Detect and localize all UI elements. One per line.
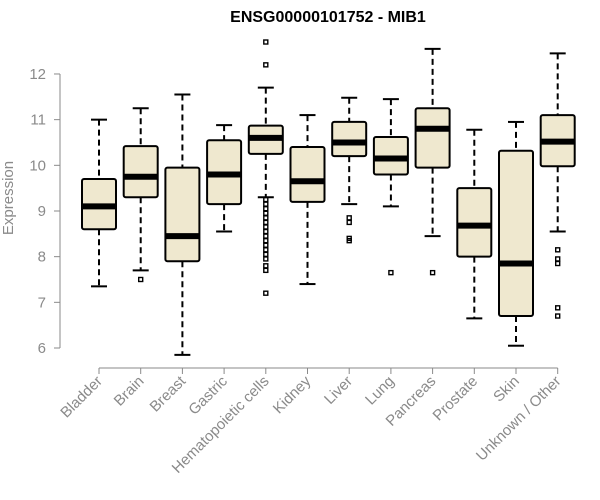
box-iqr bbox=[164, 166, 201, 263]
y-tick-label: 7 bbox=[38, 294, 46, 311]
box-brain bbox=[122, 107, 159, 283]
axes: 6 7 8 9 10 11 12 bbox=[29, 66, 559, 374]
outlier-point bbox=[555, 256, 561, 262]
box-prostate bbox=[456, 128, 493, 320]
box-iqr bbox=[289, 146, 326, 203]
outlier-point bbox=[263, 267, 269, 274]
category-label: Skin bbox=[490, 373, 523, 406]
box-iqr bbox=[331, 120, 368, 158]
category-label: Kidney bbox=[270, 372, 315, 417]
box-gastric bbox=[206, 124, 243, 233]
category-label: Bladder bbox=[57, 373, 106, 422]
box-hematopoietic-cells bbox=[247, 39, 284, 296]
outlier-point bbox=[555, 260, 561, 267]
y-tick-label: 6 bbox=[38, 340, 46, 357]
outlier-point bbox=[263, 256, 269, 262]
outlier-point bbox=[263, 62, 269, 68]
outlier-point bbox=[263, 233, 269, 239]
box-skin bbox=[498, 120, 534, 347]
y-tick-label: 10 bbox=[29, 157, 46, 174]
outlier-point bbox=[263, 196, 269, 203]
outlier-point bbox=[346, 237, 352, 244]
outlier-point bbox=[555, 305, 561, 311]
box-lung bbox=[372, 98, 409, 276]
outlier-point bbox=[137, 276, 144, 283]
outlier-point bbox=[263, 219, 269, 226]
box-unknown-other bbox=[539, 52, 576, 319]
outlier-point bbox=[263, 206, 269, 212]
category-label: Lung bbox=[362, 373, 398, 409]
box-bladder bbox=[81, 118, 117, 288]
outlier-point bbox=[429, 269, 436, 276]
outlier-point bbox=[263, 251, 269, 258]
outlier-point bbox=[263, 210, 269, 216]
outlier-point bbox=[263, 215, 269, 221]
y-axis-label: Expression bbox=[0, 161, 17, 235]
outlier-point bbox=[388, 269, 394, 276]
box-iqr bbox=[456, 187, 493, 258]
outlier-point bbox=[263, 247, 269, 253]
box-iqr bbox=[122, 145, 159, 199]
category-label: Prostate bbox=[430, 373, 482, 425]
outlier-point bbox=[263, 242, 269, 248]
box-series bbox=[81, 39, 576, 356]
box-pancreas bbox=[414, 47, 451, 276]
box-breast bbox=[164, 93, 201, 356]
chart-title: ENSG00000101752 - MIB1 bbox=[230, 9, 426, 26]
outlier-point bbox=[263, 39, 269, 45]
box-iqr bbox=[498, 149, 534, 318]
outlier-point bbox=[263, 224, 269, 230]
category-label: Liver bbox=[321, 373, 356, 408]
outlier-point bbox=[263, 237, 269, 244]
box-kidney bbox=[289, 114, 326, 286]
outlier-point bbox=[263, 228, 269, 235]
y-tick-label: 8 bbox=[38, 249, 46, 266]
outlier-point bbox=[263, 201, 269, 207]
y-tick-label: 11 bbox=[30, 112, 46, 129]
outlier-point bbox=[555, 247, 561, 253]
box-iqr bbox=[414, 107, 451, 169]
category-label: Breast bbox=[147, 372, 190, 415]
outlier-point bbox=[555, 313, 561, 319]
outlier-point bbox=[263, 263, 269, 269]
outlier-point bbox=[346, 215, 352, 221]
y-tick-label: 12 bbox=[29, 66, 46, 83]
outlier-point bbox=[263, 290, 269, 296]
y-tick-label: 9 bbox=[38, 203, 46, 220]
category-label: Brain bbox=[111, 373, 148, 410]
outlier-point bbox=[346, 219, 352, 226]
box-liver bbox=[331, 96, 368, 244]
